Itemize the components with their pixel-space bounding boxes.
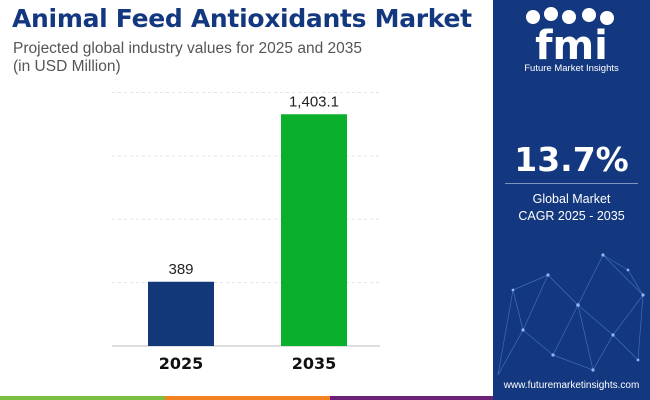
subtitle-line-1: Projected global industry values for 202… bbox=[13, 40, 362, 57]
bar-2035 bbox=[281, 114, 347, 346]
website-link[interactable]: www.futuremarketinsights.com bbox=[503, 380, 640, 391]
network-decoration bbox=[497, 253, 645, 376]
bar-chart: 389 2025 1,403.1 2035 bbox=[112, 92, 380, 373]
data-label-2025: 389 bbox=[168, 261, 193, 278]
subtitle-line-2: (in USD Million) bbox=[13, 58, 121, 75]
bar-2025 bbox=[148, 281, 214, 346]
data-label-2035: 1,403.1 bbox=[289, 93, 339, 110]
logo-bubble-icon bbox=[526, 10, 540, 24]
chart-subtitle: Projected global industry values for 202… bbox=[13, 40, 362, 76]
footer-segment bbox=[0, 396, 165, 400]
logo-wordmark: fmi bbox=[535, 23, 608, 69]
sidebar: fmi Future Market Insights 13.7% Global … bbox=[493, 0, 650, 400]
x-tick-label-2035: 2035 bbox=[292, 354, 337, 373]
chart-panel: 389 2025 1,403.1 2035 Animal Feed Antioxida… bbox=[12, 4, 473, 373]
cagr-value: 13.7% bbox=[514, 140, 629, 179]
cagr-label-line-2: CAGR 2025 - 2035 bbox=[518, 209, 625, 223]
footer-segment bbox=[165, 396, 330, 400]
cagr-label-line-1: Global Market bbox=[532, 192, 611, 206]
footer-segment bbox=[330, 396, 493, 400]
page-title: Animal Feed Antioxidants Market bbox=[12, 4, 472, 33]
logo-bubble-icon bbox=[582, 8, 596, 22]
cagr-label: Global Market CAGR 2025 - 2035 bbox=[493, 191, 650, 225]
x-tick-label-2025: 2025 bbox=[159, 354, 204, 373]
fmi-logo: fmi Future Market Insights bbox=[524, 7, 619, 74]
footer-segment bbox=[493, 396, 650, 400]
cagr-divider bbox=[505, 183, 638, 184]
logo-caption: Future Market Insights bbox=[524, 63, 619, 74]
footer-color-bar bbox=[0, 396, 650, 400]
logo-bubble-icon bbox=[600, 11, 614, 25]
logo-bubble-icon bbox=[544, 7, 558, 21]
logo-bubble-icon bbox=[562, 10, 576, 24]
